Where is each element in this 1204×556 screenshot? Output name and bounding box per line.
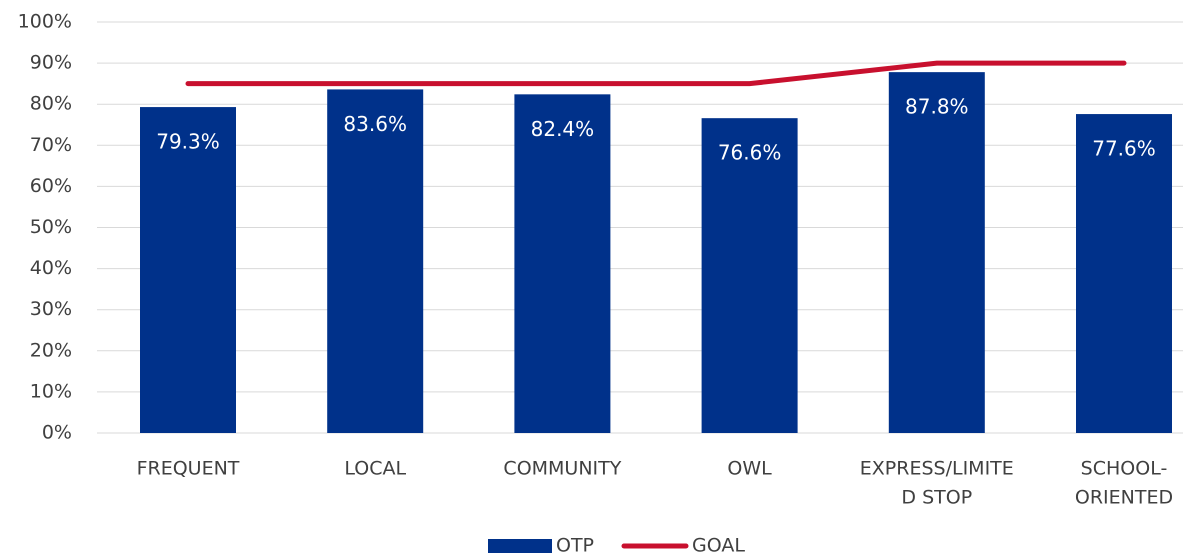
x-tick-label: D STOP bbox=[901, 487, 972, 509]
x-tick-label: LOCAL bbox=[344, 458, 406, 480]
bar bbox=[701, 118, 798, 433]
bar bbox=[1076, 114, 1172, 434]
y-tick-label: 50% bbox=[30, 216, 72, 238]
value-label: 83.6% bbox=[343, 112, 407, 136]
y-tick-label: 80% bbox=[30, 93, 72, 115]
value-label: 76.6% bbox=[718, 141, 782, 165]
legend-swatch bbox=[488, 539, 552, 553]
y-tick-label: 100% bbox=[18, 11, 72, 33]
value-label: 77.6% bbox=[1092, 137, 1156, 161]
bar bbox=[140, 107, 236, 434]
legend-label: GOAL bbox=[692, 535, 745, 556]
value-label: 79.3% bbox=[156, 130, 220, 154]
x-tick-label: FREQUENT bbox=[137, 458, 240, 480]
bar bbox=[888, 72, 985, 433]
y-tick-label: 60% bbox=[30, 175, 72, 197]
value-label: 82.4% bbox=[531, 117, 595, 141]
x-tick-label: ORIENTED bbox=[1075, 487, 1173, 509]
y-tick-label: 20% bbox=[30, 339, 72, 361]
x-tick-label: COMMUNITY bbox=[503, 458, 621, 480]
y-tick-label: 0% bbox=[42, 422, 72, 444]
value-label: 87.8% bbox=[905, 95, 969, 119]
x-tick-label: SCHOOL- bbox=[1081, 458, 1168, 480]
x-tick-label: EXPRESS/LIMITE bbox=[860, 458, 1014, 480]
legend-label: OTP bbox=[556, 535, 594, 556]
x-tick-label: OWL bbox=[727, 458, 772, 480]
y-tick-label: 90% bbox=[30, 52, 72, 74]
y-tick-label: 40% bbox=[30, 257, 72, 279]
y-tick-label: 10% bbox=[30, 380, 72, 402]
bar bbox=[514, 94, 611, 433]
y-tick-label: 30% bbox=[30, 298, 72, 320]
bar bbox=[327, 89, 424, 434]
goal-line bbox=[185, 60, 1127, 87]
y-tick-label: 70% bbox=[30, 134, 72, 156]
